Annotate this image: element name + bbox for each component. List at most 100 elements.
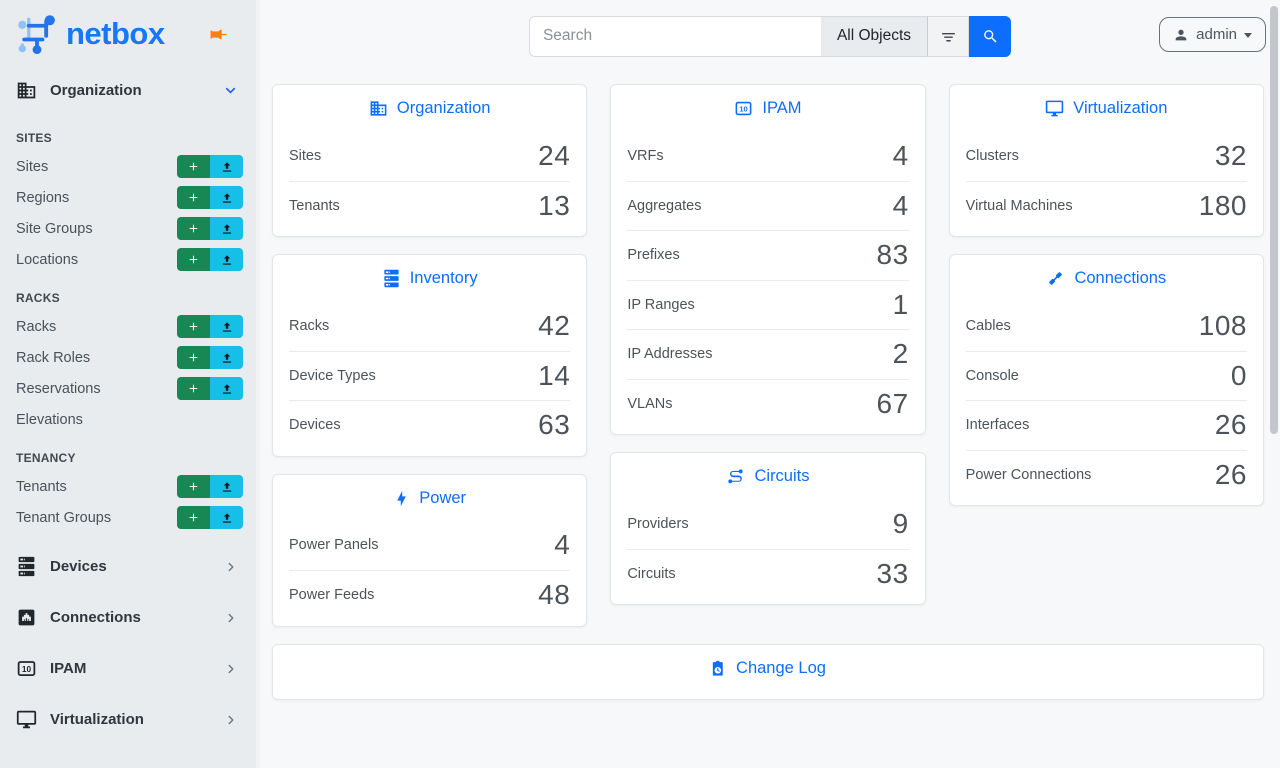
sidebar-menu-connections[interactable]: Connections (0, 592, 256, 643)
user-menu-button[interactable]: admin (1159, 17, 1266, 52)
sidebar-item-label: Rack Roles (16, 349, 91, 366)
search-scope-select[interactable]: All Objects (820, 15, 928, 57)
stat-row[interactable]: Power Feeds 48 (289, 570, 571, 620)
card-power-title[interactable]: Power (273, 475, 586, 521)
card-title-text: Connections (1074, 269, 1167, 287)
import-button[interactable] (210, 346, 243, 369)
global-search: All Objects (528, 15, 1012, 57)
sidebar-item-label: Tenants (16, 478, 67, 495)
stat-row[interactable]: Aggregates 4 (627, 180, 909, 231)
sidebar-item-elevations[interactable]: Elevations (0, 404, 256, 435)
stat-row[interactable]: Interfaces 26 (965, 400, 1247, 450)
add-button[interactable] (177, 475, 210, 498)
add-button[interactable] (177, 506, 210, 529)
card-ipam-title[interactable]: 10 IPAM (611, 85, 924, 131)
sidebar-item-reservations[interactable]: Reservations (0, 373, 256, 404)
stat-row[interactable]: VLANs 67 (627, 378, 909, 429)
card-title-text: IPAM (762, 99, 802, 117)
import-button[interactable] (210, 315, 243, 338)
user-name: admin (1196, 26, 1237, 43)
stat-value: 33 (876, 557, 909, 589)
import-button[interactable] (210, 186, 243, 209)
stat-row[interactable]: Providers 9 (627, 499, 908, 549)
stat-row[interactable]: Circuits 33 (627, 548, 909, 599)
vertical-scrollbar[interactable] (1270, 6, 1278, 434)
stat-label: Racks (289, 317, 330, 334)
sidebar-item-racks[interactable]: Racks (0, 311, 256, 342)
building-icon (16, 80, 37, 101)
import-button[interactable] (210, 248, 243, 271)
card-virtualization-title[interactable]: Virtualization (950, 85, 1263, 131)
card-title-text: Circuits (754, 467, 810, 485)
stat-row[interactable]: IP Ranges 1 (627, 279, 909, 330)
stat-row[interactable]: Console 0 (965, 350, 1247, 401)
stat-row[interactable]: Devices 63 (289, 400, 571, 450)
card-changelog: Change Log (272, 643, 1264, 700)
add-button[interactable] (177, 155, 210, 178)
stat-row[interactable]: Sites 24 (289, 131, 570, 181)
stat-value: 67 (876, 387, 909, 419)
sidebar-item-label: Locations (16, 251, 79, 268)
import-button[interactable] (210, 377, 243, 400)
stat-row[interactable]: Power Panels 4 (289, 521, 570, 571)
card-connections-title[interactable]: Connections (950, 255, 1263, 301)
main-content: All Objects admin (260, 0, 1280, 768)
sidebar-item-tenants[interactable]: Tenants (0, 471, 256, 502)
add-button[interactable] (177, 217, 210, 240)
sidebar-item-tenant-groups[interactable]: Tenant Groups (0, 502, 256, 533)
card-organization-title[interactable]: Organization (273, 85, 586, 131)
stat-row[interactable]: IP Addresses 2 (627, 329, 909, 379)
stat-label: VLANs (627, 395, 673, 412)
stat-row[interactable]: VRFs 4 (627, 131, 908, 181)
add-button[interactable] (177, 315, 210, 338)
sidebar-item-sites[interactable]: Sites (0, 151, 256, 182)
stat-row[interactable]: Racks 42 (289, 301, 570, 351)
stat-row[interactable]: Cables 108 (966, 301, 1247, 351)
sidebar-menu-ipam[interactable]: 10 IPAM (0, 643, 256, 694)
card-virtualization: Virtualization Clusters 32 Virtual Machi… (948, 84, 1264, 237)
card-inventory-title[interactable]: Inventory (273, 255, 586, 301)
add-button[interactable] (177, 346, 210, 369)
chevron-right-icon (224, 560, 238, 574)
stat-row[interactable]: Power Connections 26 (965, 449, 1247, 500)
import-button[interactable] (210, 506, 243, 529)
search-scope-value: All Objects (836, 27, 912, 44)
transit-connection-icon (726, 467, 745, 486)
stat-row[interactable]: Tenants 13 (289, 180, 571, 231)
add-button[interactable] (177, 248, 210, 271)
stat-label: Power Connections (965, 466, 1092, 483)
sidebar-item-label: Sites (16, 158, 49, 175)
sidebar-item-site-groups[interactable]: Site Groups (0, 213, 256, 244)
stat-label: VRFs (627, 147, 664, 164)
stat-label: IP Addresses (627, 346, 713, 363)
search-submit-button[interactable] (969, 15, 1012, 57)
card-title-text: Organization (396, 99, 491, 117)
import-button[interactable] (210, 217, 243, 240)
stat-row[interactable]: Prefixes 83 (627, 230, 909, 280)
import-button[interactable] (210, 155, 243, 178)
import-button[interactable] (210, 475, 243, 498)
stat-row[interactable]: Device Types 14 (289, 350, 571, 401)
sidebar-menu-organization[interactable]: Organization (0, 66, 256, 115)
stat-label: Aggregates (627, 197, 702, 214)
search-input[interactable] (528, 15, 821, 57)
add-button[interactable] (177, 377, 210, 400)
card-circuits-title[interactable]: Circuits (611, 453, 924, 499)
chevron-right-icon (224, 713, 238, 727)
netbox-logo[interactable]: netbox (14, 12, 165, 56)
sidebar-item-rack-roles[interactable]: Rack Roles (0, 342, 256, 373)
sidebar-item-locations[interactable]: Locations (0, 244, 256, 275)
add-button[interactable] (177, 186, 210, 209)
pin-sidebar-button[interactable] (209, 25, 228, 44)
stat-row[interactable]: Virtual Machines 180 (965, 180, 1247, 231)
card-changelog-title[interactable]: Change Log (273, 645, 1263, 691)
card-ipam: 10 IPAM VRFs 4 Aggregates 4 Prefixes (610, 84, 926, 435)
sidebar-menu-virtualization[interactable]: Virtualization (0, 694, 256, 745)
search-filter-button[interactable] (927, 15, 970, 57)
stat-label: Tenants (289, 197, 340, 214)
stat-row[interactable]: Clusters 32 (966, 131, 1247, 181)
sidebar-menu-devices[interactable]: Devices (0, 541, 256, 592)
lightning-bolt-icon (393, 490, 410, 507)
stat-value: 32 (1214, 139, 1247, 171)
sidebar-item-regions[interactable]: Regions (0, 182, 256, 213)
